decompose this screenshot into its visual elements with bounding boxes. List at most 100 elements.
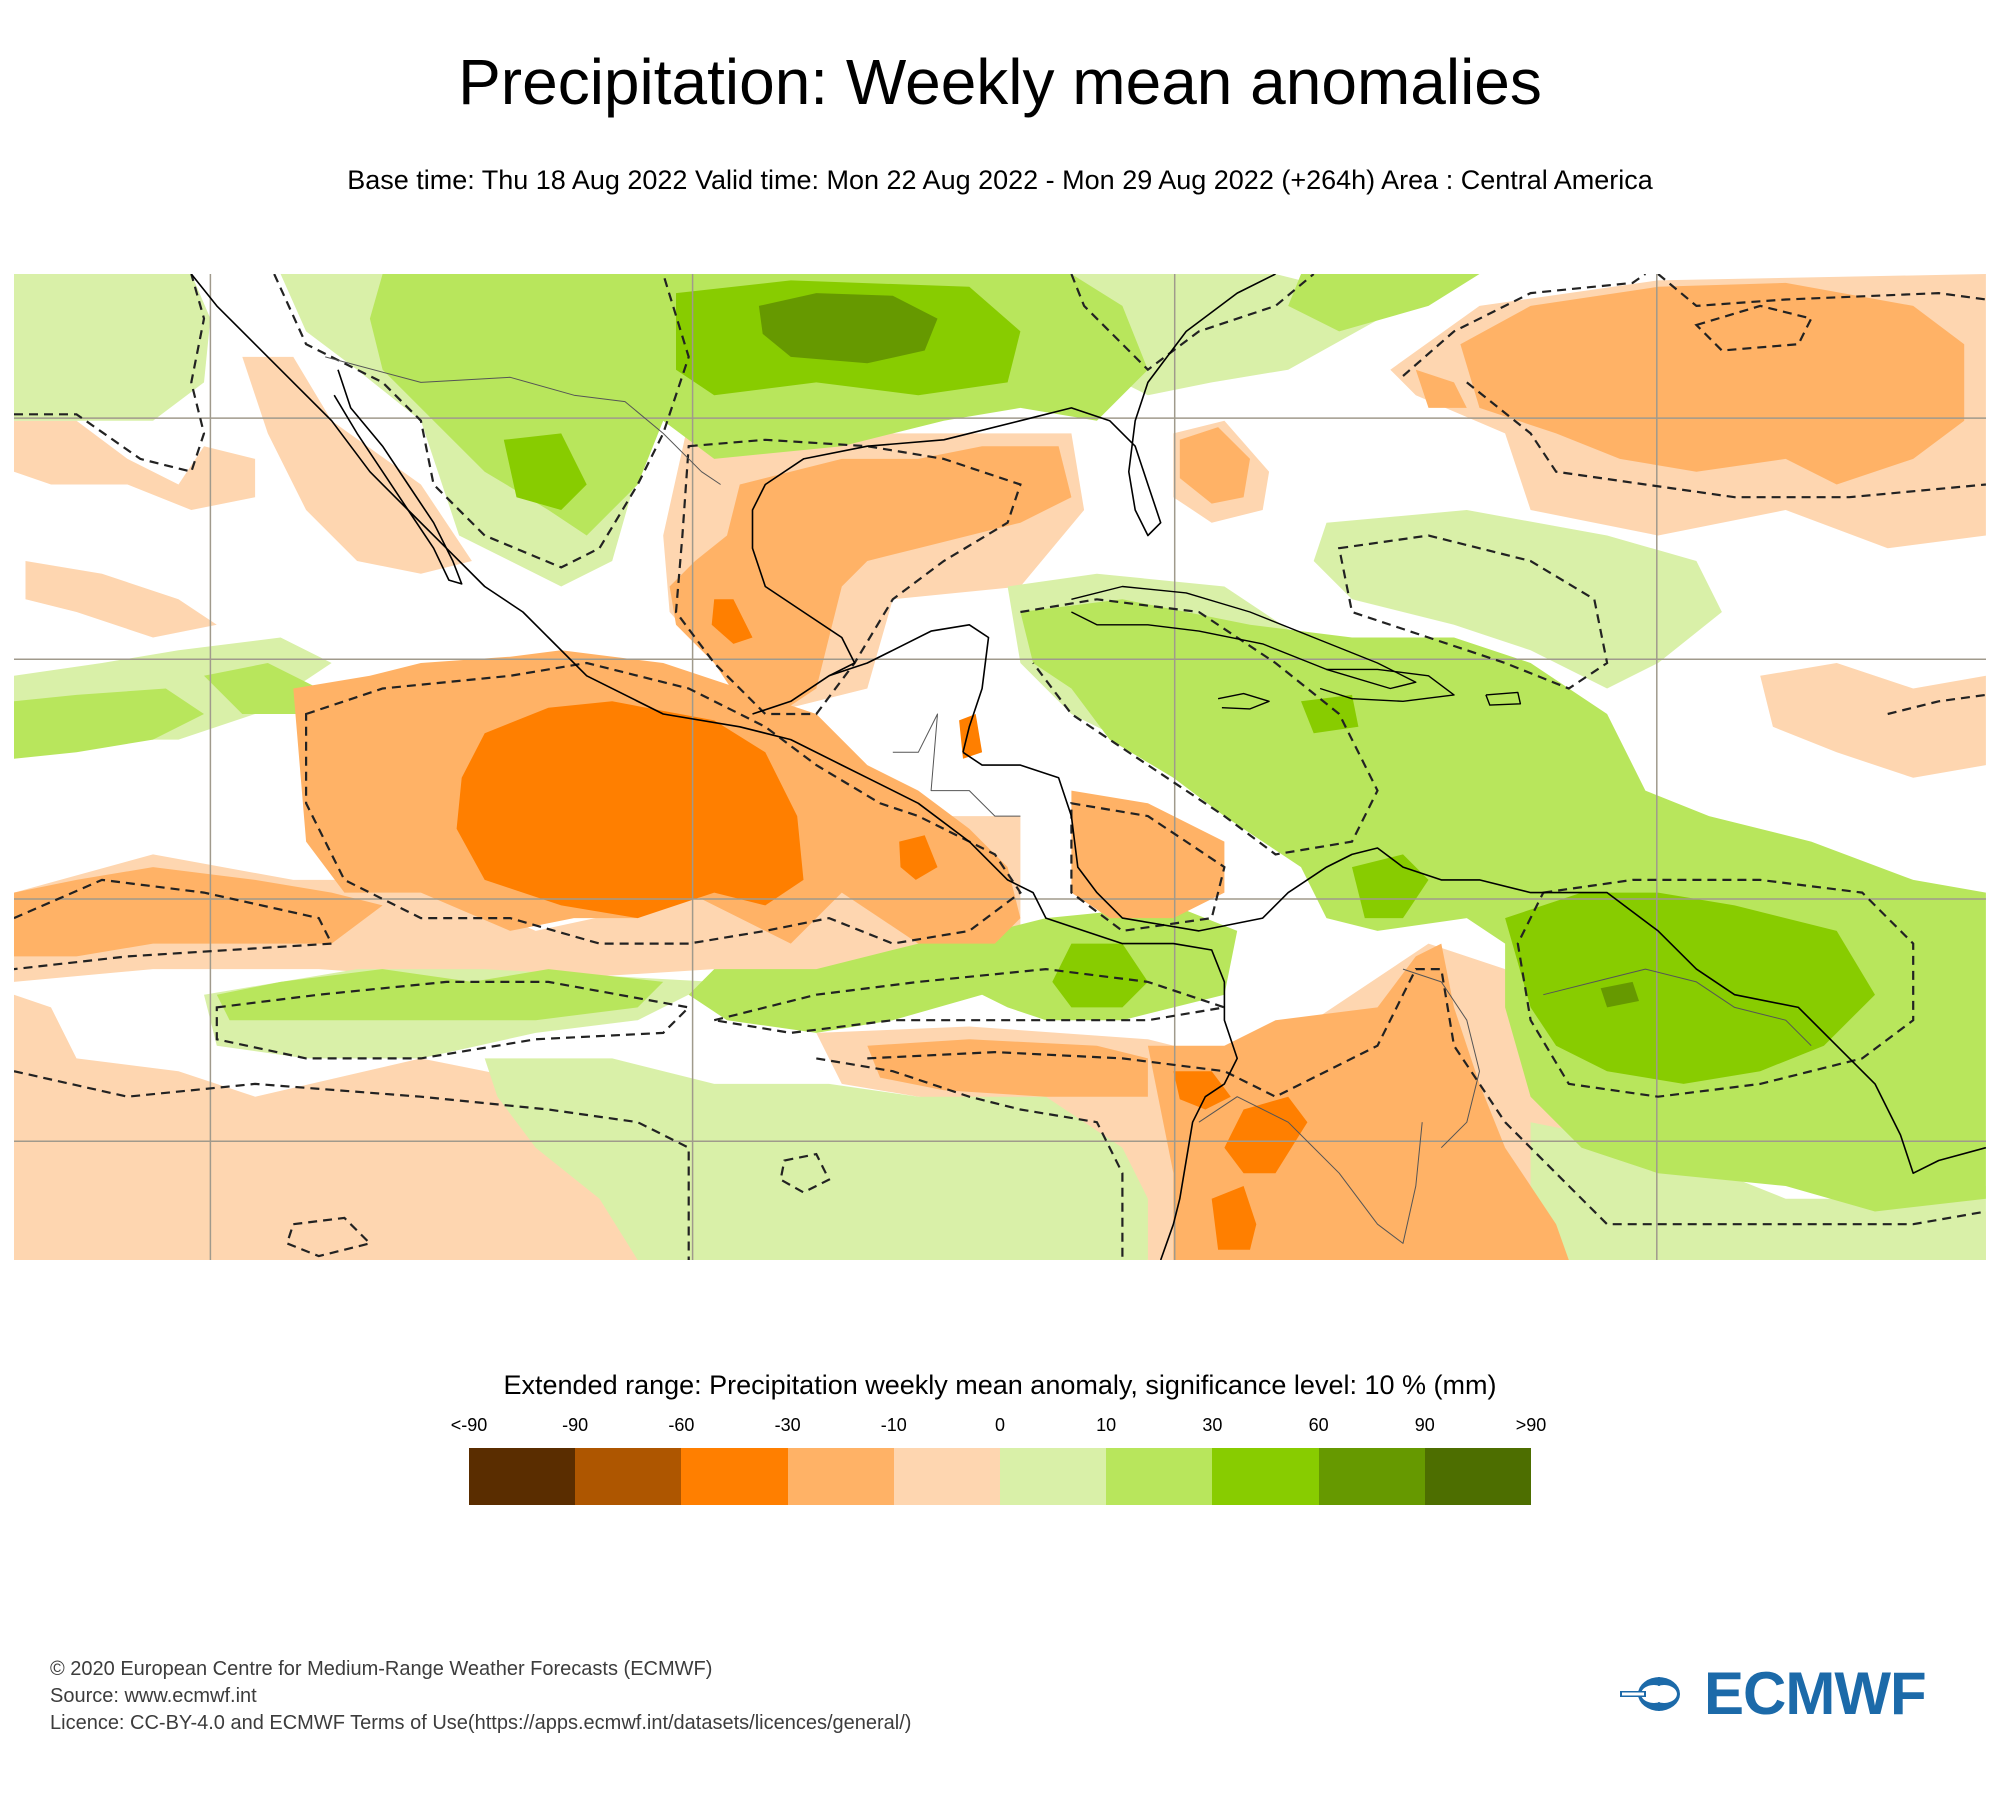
- positive-anomaly-region: [484, 1058, 1148, 1260]
- negative-anomaly-region: [867, 1039, 1148, 1097]
- legend-swatch: [1424, 1448, 1532, 1505]
- significance-contour: [215, 980, 691, 1060]
- negative-anomaly-region: [1147, 943, 1569, 1260]
- ecmwf-logo-text: ECMWF: [1704, 1660, 1927, 1727]
- significance-contour: [1020, 598, 1379, 856]
- legend-swatch: [1000, 1448, 1107, 1505]
- negative-anomaly-region: [1173, 1071, 1231, 1110]
- legend-tick-label: 90: [1414, 1415, 1435, 1435]
- coastline: [333, 369, 463, 585]
- significance-contour: [779, 1152, 831, 1194]
- legend-swatch: [1318, 1448, 1425, 1505]
- legend-swatch: [575, 1448, 682, 1505]
- significance-contour: [305, 661, 1022, 945]
- legend-tick-label: 60: [1308, 1415, 1329, 1435]
- country-border: [1402, 968, 1480, 1149]
- significance-contour: [14, 274, 206, 474]
- significance-contours: [14, 274, 1986, 1260]
- coastline: [751, 274, 1276, 715]
- positive-anomaly-region: [204, 663, 319, 714]
- chart-subtitle: Base time: Thu 18 Aug 2022 Valid time: M…: [347, 165, 1653, 195]
- positive-anomaly-region: [14, 274, 211, 421]
- negative-anomaly-region: [711, 599, 753, 644]
- negative-anomaly-region: [14, 420, 256, 510]
- significance-contour: [867, 967, 1986, 1226]
- significance-contour: [1657, 274, 1986, 308]
- negative-anomaly-region: [669, 446, 1072, 714]
- significance-contour: [1466, 381, 1986, 499]
- ecmwf-logo-icon: [1620, 1677, 1680, 1711]
- significance-contour: [1402, 274, 1647, 377]
- legend-swatch: [787, 1448, 894, 1505]
- negative-anomaly-region: [1460, 282, 1965, 485]
- ecmwf-logo: ECMWF: [1620, 1660, 1950, 1727]
- footer: © 2020 European Centre for Medium-Range …: [50, 1656, 911, 1737]
- significance-contour: [14, 878, 334, 971]
- footer-copyright: © 2020 European Centre for Medium-Range …: [50, 1658, 713, 1680]
- coastline: [1217, 692, 1270, 710]
- negative-anomaly-region: [899, 835, 938, 880]
- positive-anomaly-region: [503, 433, 587, 510]
- positive-anomaly-region: [1288, 274, 1480, 332]
- negative-anomaly-region: [1760, 663, 1986, 778]
- coastline: [962, 751, 1986, 1175]
- positive-anomaly-region: [1600, 981, 1639, 1008]
- negative-anomaly-region: [1071, 790, 1225, 919]
- anomaly-fills: [14, 274, 1986, 1260]
- significance-contour: [14, 1070, 690, 1260]
- legend-swatch: [681, 1448, 788, 1505]
- legend-swatch: [469, 1448, 576, 1505]
- legend-tick-label: -60: [668, 1415, 695, 1435]
- coastline: [1071, 585, 1417, 690]
- legend-tick-label: 0: [994, 1415, 1005, 1435]
- legend-swatch: [1212, 1448, 1319, 1505]
- legend-tick-label: <-90: [450, 1415, 488, 1435]
- positive-anomaly-region: [1352, 854, 1429, 919]
- coastline: [1485, 691, 1522, 706]
- legend-swatch: [1106, 1448, 1213, 1505]
- significance-contour: [285, 1216, 373, 1258]
- positive-anomaly-region: [758, 293, 938, 364]
- significance-contour: [273, 274, 690, 569]
- country-border: [1543, 968, 1812, 1047]
- legend-tick-label: 10: [1096, 1415, 1117, 1435]
- positive-anomaly-region: [369, 274, 715, 536]
- footer-licence: Licence: CC-BY-4.0 and ECMWF Terms of Us…: [50, 1712, 912, 1734]
- negative-anomaly-region: [1415, 369, 1467, 408]
- negative-anomaly-region: [456, 701, 804, 919]
- coastlines: [190, 274, 1986, 1260]
- chart-title: Precipitation: Weekly mean anomalies: [458, 46, 1542, 118]
- positive-anomaly-region: [14, 688, 204, 759]
- coastline: [1319, 668, 1455, 702]
- negative-anomaly-region: [1179, 427, 1250, 504]
- anomaly-map: [14, 274, 1986, 1260]
- negative-anomaly-region: [14, 994, 715, 1260]
- legend-title: Extended range: Precipitation weekly mea…: [503, 1370, 1497, 1400]
- significance-contour: [1516, 878, 1915, 1098]
- footer-source: Source: www.ecmwf.int: [50, 1685, 257, 1707]
- significance-contour: [1694, 304, 1813, 352]
- significance-contour: [1887, 693, 1986, 716]
- significance-contour: [713, 967, 1225, 1035]
- legend-tick-label: >90: [1515, 1415, 1547, 1435]
- significance-contour: [1070, 802, 1226, 933]
- negative-anomaly-region: [1211, 1186, 1257, 1250]
- significance-contour: [816, 1057, 1124, 1260]
- legend-colorbar: [469, 1448, 1532, 1505]
- country-border: [1198, 1096, 1423, 1244]
- legend-tick-label: 30: [1202, 1415, 1223, 1435]
- significance-contour: [674, 438, 1022, 716]
- positive-anomaly-region: [1313, 510, 1722, 689]
- negative-anomaly-region: [14, 867, 383, 957]
- country-border: [892, 713, 1021, 817]
- graticule: [14, 274, 1986, 1260]
- significance-contour: [1070, 274, 1315, 372]
- legend-tick-label: -90: [562, 1415, 589, 1435]
- legend-tick-label: -10: [880, 1415, 907, 1435]
- map-canvas: [14, 274, 1986, 1260]
- legend-tick-label: -30: [774, 1415, 801, 1435]
- legend-labels: <-90 -90 -60 -30 -10 0 10 30 60 90 >90: [451, 1414, 1547, 1438]
- coastline: [828, 623, 990, 753]
- negative-anomaly-region: [1224, 1096, 1308, 1174]
- legend-swatch: [893, 1448, 1001, 1505]
